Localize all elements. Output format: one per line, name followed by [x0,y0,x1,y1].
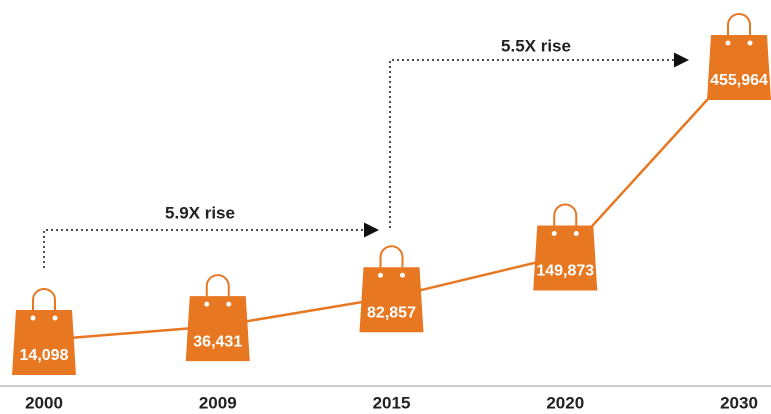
bag-hole [551,230,557,236]
bag-hole [747,40,753,46]
bag [185,274,250,362]
bag [12,288,76,375]
x-tick-label: 2009 [199,393,237,412]
bag-body [707,35,771,100]
value-label: 82,857 [367,304,416,321]
x-tick-label: 2020 [546,393,584,412]
value-label: 455,964 [710,72,768,89]
bag-body [12,310,76,375]
bag-body [533,225,598,291]
bag-hole [400,272,405,278]
bag-hole [226,301,232,307]
bag-body [185,296,250,362]
bag-handle [727,13,751,35]
bag [533,203,598,291]
annotation: 5.9X rise [165,203,235,222]
annotation: 5.5X rise [501,36,571,55]
bag-hole [30,315,36,321]
bag-handle [379,245,404,268]
bag-hole [52,315,58,321]
bag [359,245,424,333]
rise-arrow [43,222,379,268]
rise-arrow [389,52,689,228]
x-tick-label: 2030 [720,393,758,412]
bag-handle [205,274,230,297]
bag-body [359,267,424,333]
bag [707,13,771,100]
x-tick-label: 2000 [25,393,63,412]
value-label: 149,873 [536,263,594,280]
x-tick-label: 2015 [373,393,411,412]
bag-hole [573,230,579,236]
bag-handle [32,288,56,310]
bag-handle [553,203,578,226]
value-label: 36,431 [193,333,242,350]
value-label: 14,098 [20,347,69,364]
bag-hole [204,301,210,307]
bag-hole [725,40,731,46]
bag-hole [378,272,383,278]
